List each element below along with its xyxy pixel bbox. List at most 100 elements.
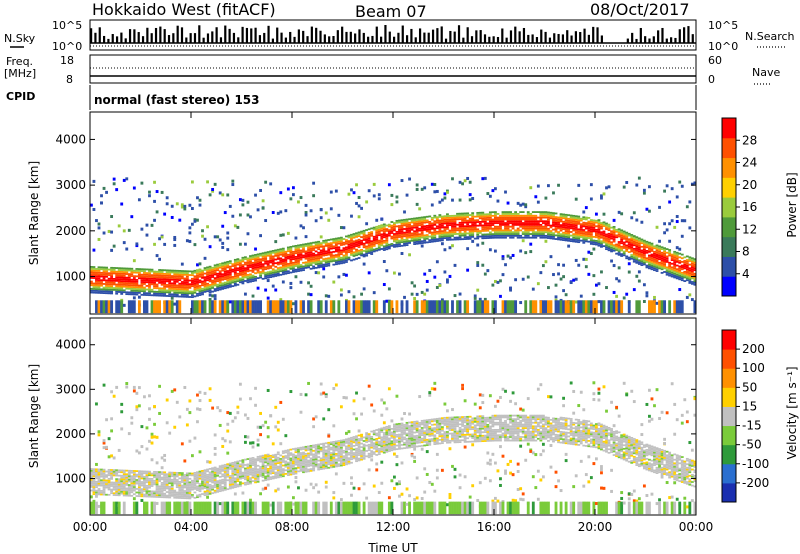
power-data-cell bbox=[420, 220, 424, 223]
power-data-cell bbox=[155, 270, 159, 273]
power-data-cell bbox=[339, 238, 343, 241]
power-data-cell bbox=[284, 269, 288, 271]
noise-bar bbox=[341, 26, 344, 43]
velocity-data-cell bbox=[241, 477, 245, 479]
power-data-cell bbox=[589, 235, 593, 238]
power-data-cell bbox=[630, 237, 634, 240]
power-data-cell bbox=[137, 268, 141, 271]
power-data-cell bbox=[259, 234, 262, 238]
power-data-cell bbox=[658, 250, 661, 253]
power-data-cell bbox=[246, 281, 250, 284]
power-data-cell bbox=[582, 210, 586, 214]
velocity-data-cell bbox=[188, 486, 192, 489]
velocity-data-cell bbox=[213, 468, 217, 471]
velocity-data-cell bbox=[97, 475, 101, 478]
power-data-cell bbox=[648, 267, 651, 270]
velocity-data-cell bbox=[132, 471, 136, 474]
power-data-cell bbox=[622, 245, 626, 248]
velocity-data-cell bbox=[218, 467, 222, 469]
velocity-data-cell bbox=[170, 493, 174, 495]
power-data-cell bbox=[251, 294, 255, 298]
velocity-data-cell bbox=[203, 487, 207, 489]
power-data-cell bbox=[334, 244, 338, 247]
power-data-cell bbox=[337, 259, 341, 261]
velocity-data-cell bbox=[254, 460, 257, 462]
power-data-cell bbox=[375, 242, 379, 245]
power-data-cell bbox=[600, 234, 603, 237]
power-data-cell bbox=[675, 257, 679, 260]
velocity-data-cell bbox=[150, 458, 154, 462]
power-data-cell bbox=[304, 252, 308, 255]
power-colorbar-swatch bbox=[722, 276, 736, 297]
power-data-cell bbox=[453, 238, 457, 241]
velocity-data-cell bbox=[155, 501, 159, 505]
velocity-data-cell bbox=[173, 473, 177, 476]
power-data-cell bbox=[458, 212, 462, 215]
power-data-cell bbox=[110, 300, 114, 314]
power-data-cell bbox=[524, 233, 528, 235]
power-data-cell bbox=[544, 234, 548, 237]
power-data-cell bbox=[357, 231, 361, 234]
power-data-cell bbox=[511, 253, 515, 257]
power-data-cell bbox=[617, 250, 621, 253]
power-data-cell bbox=[193, 288, 197, 291]
power-data-cell bbox=[276, 248, 280, 251]
power-data-cell bbox=[115, 276, 119, 279]
power-data-cell bbox=[355, 248, 358, 251]
power-data-cell bbox=[592, 241, 596, 244]
power-data-cell bbox=[92, 179, 96, 183]
power-data-cell bbox=[562, 237, 565, 240]
power-data-cell bbox=[307, 281, 310, 285]
power-data-cell bbox=[685, 260, 689, 263]
power-data-cell bbox=[299, 224, 303, 228]
power-data-cell bbox=[554, 216, 558, 219]
power-data-cell bbox=[355, 257, 358, 260]
power-data-cell bbox=[632, 249, 636, 252]
power-data-cell bbox=[678, 252, 682, 255]
power-data-cell bbox=[251, 274, 255, 277]
velocity-data-cell bbox=[183, 459, 187, 463]
power-data-cell bbox=[468, 237, 472, 240]
power-data-cell bbox=[405, 220, 409, 223]
velocity-data-cell bbox=[97, 473, 101, 476]
power-data-cell bbox=[324, 259, 328, 262]
power-data-cell bbox=[289, 251, 293, 254]
power-data-cell bbox=[486, 222, 490, 225]
velocity-data-cell bbox=[231, 485, 235, 487]
power-data-cell bbox=[481, 215, 485, 218]
noise-axis-top-right: 10^5 bbox=[708, 19, 738, 32]
power-data-cell bbox=[400, 226, 404, 229]
power-data-cell bbox=[617, 300, 621, 314]
power-data-cell bbox=[499, 294, 502, 298]
power-data-cell bbox=[663, 265, 666, 268]
velocity-data-cell bbox=[115, 485, 119, 488]
power-data-cell bbox=[266, 263, 270, 266]
power-data-cell bbox=[425, 215, 429, 218]
velocity-data-cell bbox=[185, 488, 189, 491]
power-data-cell bbox=[496, 216, 500, 219]
power-data-cell bbox=[486, 300, 490, 314]
power-data-cell bbox=[499, 225, 502, 228]
power-data-cell bbox=[168, 275, 172, 277]
power-data-cell bbox=[693, 263, 697, 266]
power-data-cell bbox=[658, 256, 661, 259]
power-data-cell bbox=[529, 225, 533, 228]
power-data-cell bbox=[405, 218, 409, 221]
power-data-cell bbox=[564, 237, 568, 240]
power-data-cell bbox=[468, 214, 472, 216]
velocity-data-cell bbox=[95, 494, 98, 498]
power-data-cell bbox=[153, 180, 156, 184]
velocity-data-cell bbox=[107, 483, 111, 486]
velocity-data-cell bbox=[125, 385, 129, 389]
velocity-data-cell bbox=[92, 484, 96, 487]
power-data-cell bbox=[478, 300, 482, 314]
power-data-cell bbox=[382, 241, 386, 244]
power-data-cell bbox=[521, 214, 525, 217]
power-data-cell bbox=[155, 290, 159, 293]
velocity-data-cell bbox=[223, 488, 227, 491]
power-data-cell bbox=[329, 242, 333, 245]
power-data-cell bbox=[355, 245, 358, 247]
beam-label: Beam 07 bbox=[355, 2, 427, 21]
power-data-cell bbox=[279, 210, 283, 214]
power-data-cell bbox=[554, 228, 558, 231]
